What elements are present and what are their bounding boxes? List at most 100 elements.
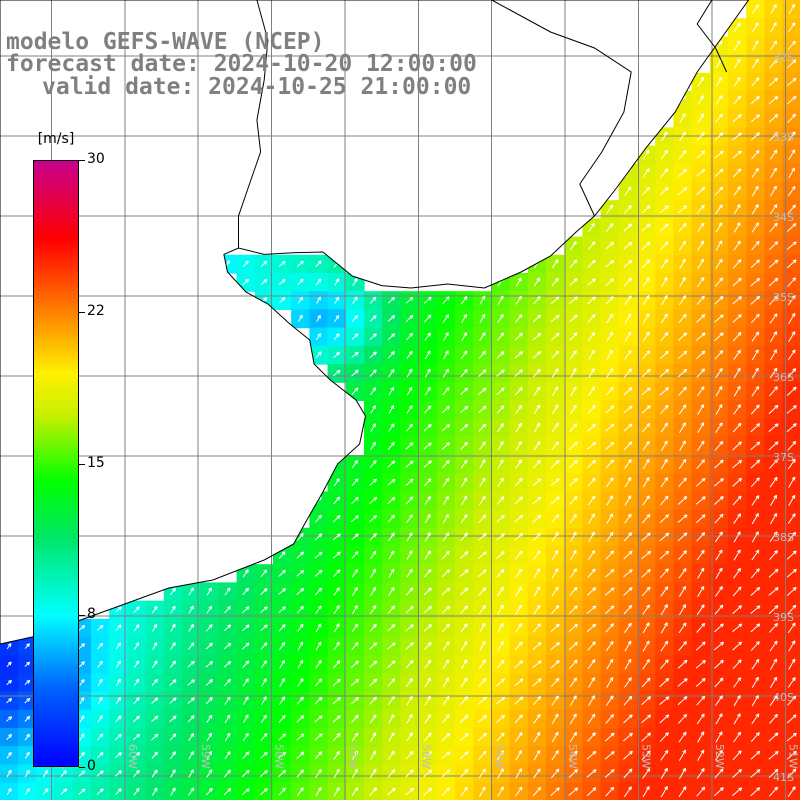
wind-arrow [369, 369, 377, 377]
wind-arrow [550, 787, 560, 796]
wind-arrow [133, 787, 140, 796]
wind-arrow [733, 222, 741, 233]
wind-arrow [586, 587, 597, 596]
wind-arrow [97, 642, 104, 650]
wind-arrow [587, 331, 596, 342]
wind-arrow [170, 642, 176, 650]
border-line [238, 0, 269, 248]
wind-arrow [551, 368, 559, 378]
wind-arrow [532, 641, 542, 651]
wind-arrow [351, 787, 359, 797]
wind-arrow [695, 677, 706, 687]
wind-arrow [350, 515, 359, 523]
wind-arrow [477, 732, 487, 742]
wind-arrow [642, 640, 650, 652]
wind-arrow [569, 423, 578, 433]
wind-arrow [278, 551, 286, 559]
wind-arrow [588, 677, 595, 688]
wind-arrow [242, 732, 249, 742]
wind-arrow [715, 258, 723, 269]
wind-arrow [660, 785, 668, 798]
wind-arrow [205, 661, 214, 668]
wind-arrow [697, 276, 705, 288]
wind-arrow [532, 496, 542, 505]
wind-arrow [260, 642, 268, 650]
wind-arrow [515, 586, 522, 597]
wind-arrow [551, 386, 559, 397]
wind-arrow [479, 332, 486, 342]
wind-arrow [6, 787, 12, 796]
wind-arrow [459, 569, 469, 577]
wind-arrow [314, 587, 323, 596]
wind-arrow [786, 550, 797, 560]
wind-arrow [133, 715, 141, 723]
wind-arrow [387, 605, 396, 614]
wind-arrow [714, 150, 724, 159]
wind-arrow [606, 513, 614, 524]
wind-arrow [696, 386, 705, 397]
wind-arrow [714, 586, 723, 597]
wind-arrow [405, 460, 414, 468]
wind-arrow [551, 731, 559, 743]
wind-arrow [514, 678, 524, 687]
wind-arrow [679, 131, 686, 142]
wind-arrow [787, 40, 796, 51]
wind-arrow [497, 459, 504, 469]
wind-arrow [787, 513, 796, 524]
wind-arrow [733, 95, 742, 105]
wind-arrow [515, 768, 523, 779]
wind-arrow [24, 751, 30, 759]
wind-arrow [296, 587, 305, 595]
wind-arrow [497, 786, 504, 797]
wind-arrow [333, 641, 340, 651]
wind-arrow [697, 422, 705, 433]
wind-arrow [641, 586, 651, 597]
wind-arrow [115, 660, 121, 668]
wind-arrow [442, 641, 450, 651]
wind-arrow [441, 751, 451, 760]
wind-arrow [623, 750, 633, 760]
wind-arrow [97, 715, 103, 723]
wind-arrow [424, 350, 431, 360]
wind-arrow [6, 733, 13, 741]
wind-arrow [169, 660, 177, 668]
wind-arrow [260, 279, 268, 286]
wind-arrow [423, 587, 432, 596]
wind-arrow [532, 514, 542, 523]
wind-arrow [441, 569, 451, 578]
wind-arrow [642, 259, 651, 269]
wind-arrow [479, 477, 486, 487]
wind-arrow [460, 677, 468, 688]
wind-arrow [586, 750, 597, 760]
wind-arrow [114, 770, 122, 777]
wind-arrow [241, 624, 250, 632]
wind-arrow [751, 512, 759, 525]
wind-arrow [497, 295, 504, 305]
wind-arrow [441, 769, 451, 778]
wind-arrow [660, 440, 668, 452]
wind-arrow [133, 769, 140, 778]
wind-arrow [242, 714, 249, 724]
wind-arrow [515, 749, 523, 761]
wind-arrow [788, 149, 796, 160]
wind-arrow [788, 658, 796, 670]
wind-arrow [750, 313, 760, 324]
wind-arrow [586, 605, 597, 614]
wind-arrow [587, 404, 596, 414]
wind-arrow [733, 549, 741, 561]
wind-arrow [768, 587, 779, 596]
wind-arrow [568, 460, 578, 468]
wind-arrow [769, 149, 778, 160]
wind-arrow [750, 114, 761, 123]
wind-arrow [151, 678, 158, 687]
wind-arrow [551, 404, 559, 415]
wind-arrow [351, 568, 359, 578]
wind-arrow [387, 460, 396, 468]
wind-arrow [733, 203, 741, 215]
wind-arrow [406, 695, 413, 706]
wind-arrow [733, 240, 741, 251]
wind-arrow [752, 22, 759, 33]
wind-arrow [315, 786, 322, 797]
wind-arrow [550, 623, 560, 633]
wind-arrow [551, 605, 560, 615]
